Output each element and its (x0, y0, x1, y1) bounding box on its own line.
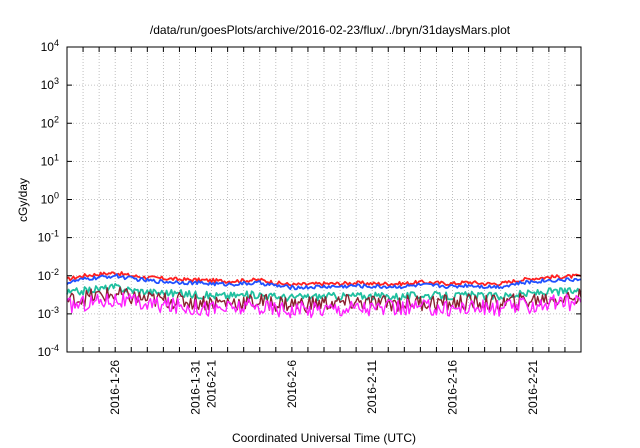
x-tick-label: 2016-2-11 (365, 360, 379, 414)
x-tick-label: 2016-2-21 (526, 360, 540, 415)
y-tick-label: 10-2 (38, 267, 59, 283)
series-line (66, 292, 582, 319)
x-axis: 2016-1-26 2016-1-31 2016-2-1 2016-2-6 2016-2… (82, 47, 566, 415)
y-tick-label: 100 (41, 191, 59, 207)
series-group (66, 271, 582, 319)
series-line (66, 273, 582, 291)
chart-title: /data/run/goesPlots/archive/2016-02-23/f… (150, 23, 511, 37)
series-line (66, 286, 582, 313)
y-tick-label: 102 (41, 114, 59, 130)
x-tick-label: 2016-2-1 (205, 360, 219, 408)
x-tick-label: 2016-1-31 (189, 360, 203, 415)
y-tick-label: 103 (41, 76, 59, 92)
y-axis: 104 103 102 101 100 10-1 10-2 10-3 10-4 (38, 38, 581, 359)
x-tick-label: 2016-2-16 (446, 360, 460, 415)
x-tick-label: 2016-2-6 (285, 360, 299, 408)
y-tick-label: 10-3 (38, 305, 59, 321)
y-tick-label: 101 (41, 152, 59, 168)
x-tick-label: 2016-1-26 (108, 360, 122, 415)
y-axis-label: cGy/day (16, 178, 30, 222)
x-axis-label: Coordinated Universal Time (UTC) (232, 431, 416, 445)
y-tick-label: 10-1 (38, 229, 59, 245)
y-tick-label: 104 (41, 38, 59, 54)
series-line (66, 271, 582, 288)
y-tick-label: 10-4 (38, 343, 59, 359)
series-line (66, 283, 582, 302)
